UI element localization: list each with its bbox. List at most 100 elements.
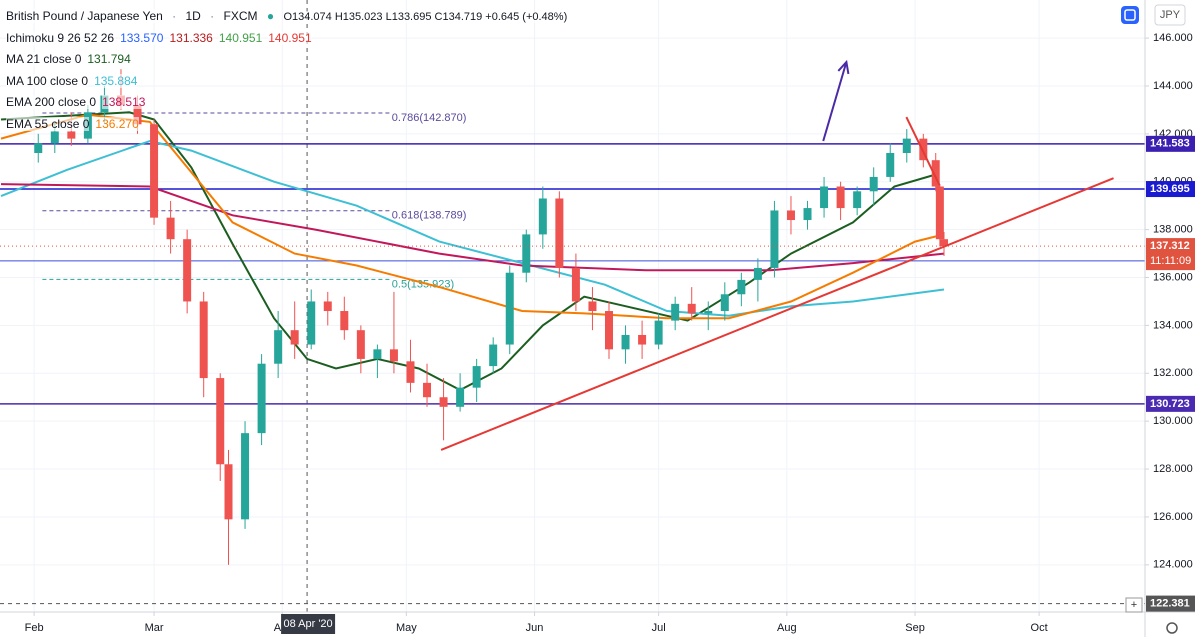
candle-body (356, 330, 365, 359)
y-tick-label: 126.000 (1153, 511, 1193, 523)
candle-body (886, 153, 895, 177)
y-tick-label: 130.000 (1153, 415, 1193, 427)
candle-body (389, 349, 398, 362)
status-dot: ● (266, 9, 275, 23)
indicator-value: 135.884 (94, 73, 138, 88)
panel-icon (1124, 9, 1136, 21)
candle-body (505, 272, 514, 345)
candle-body (423, 382, 432, 398)
legend: British Pound / Japanese Yen · 1D · FXCM… (6, 6, 573, 135)
moving-average (0, 113, 945, 320)
candle-body (820, 186, 829, 209)
currency-label: JPY (1160, 9, 1181, 21)
candle-body (931, 160, 940, 187)
settings-icon[interactable] (1166, 622, 1178, 634)
indicator-row: Ichimoku 9 26 52 26 133.570 131.336 140.951… (6, 28, 573, 50)
last-price-bg (1146, 238, 1195, 271)
crosshair-label: 08 Apr '20 (283, 618, 332, 630)
candle-body (307, 301, 316, 345)
candle-body (720, 294, 729, 312)
indicator-value: 136.270 (95, 116, 139, 131)
y-tick-label: 124.000 (1153, 559, 1193, 571)
candle-body (373, 349, 382, 359)
level-label: 141.583 (1150, 138, 1190, 150)
candle-body (935, 186, 944, 240)
y-tick-label: 138.000 (1153, 224, 1193, 236)
y-tick-label: 146.000 (1153, 32, 1193, 44)
candle-body (340, 311, 349, 331)
candle-body (621, 334, 630, 350)
candle-body (183, 239, 192, 302)
candle-body (571, 267, 580, 302)
level-label-bg (1146, 595, 1195, 612)
x-tick-label: Feb (25, 622, 44, 634)
x-tick-label: May (396, 622, 417, 634)
moving-average (0, 139, 945, 317)
currency-button[interactable] (1154, 4, 1186, 26)
y-tick-label: 144.000 (1153, 80, 1193, 92)
candle-body (323, 301, 332, 312)
indicator-row: EMA 55 close 0 136.270 (6, 114, 573, 136)
candle-body (216, 378, 225, 465)
crosshair-label-bg (281, 614, 336, 634)
indicator-name: EMA 200 close 0 (6, 95, 97, 109)
candle-body (439, 397, 448, 407)
candle-body (704, 311, 713, 314)
symbol-title: British Pound / Japanese Yen (6, 9, 163, 23)
candle-body (67, 131, 76, 139)
plus-icon: + (1131, 599, 1137, 611)
indicator-value: 131.794 (87, 52, 131, 66)
indicator-value: 138.513 (102, 95, 146, 109)
interval: 1D (185, 9, 201, 23)
candle-body (803, 208, 812, 221)
candle-body (133, 105, 142, 125)
candle-body (853, 191, 862, 209)
y-tick-label: 136.000 (1153, 271, 1193, 283)
candle-body (654, 320, 663, 345)
level-label: 122.381 (1150, 598, 1190, 610)
x-tick-label: Aug (777, 622, 797, 634)
indicator-value: 133.570 (120, 30, 164, 45)
moving-average (0, 111, 936, 392)
indicator-name: EMA 55 close 0 (6, 116, 90, 131)
candle-body (472, 366, 481, 388)
crosshair-plus[interactable] (1125, 597, 1143, 613)
indicator-row: EMA 200 close 0 138.513 (6, 92, 573, 114)
panel-button[interactable] (1121, 6, 1139, 24)
arrow-shaft (822, 61, 848, 142)
last-price-label: 137.312 (1150, 240, 1190, 252)
indicator-name: Ichimoku 9 26 52 26 (6, 30, 115, 45)
candle-body (588, 301, 597, 312)
indicator-row: MA 21 close 0 131.794 (6, 49, 573, 71)
candle-body (671, 303, 680, 321)
candle-body (34, 143, 43, 153)
fib-label: 0.786(142.870) (392, 112, 467, 124)
moving-average (0, 183, 945, 272)
candle-body (257, 363, 266, 434)
candle-body (919, 138, 928, 161)
candle-body (737, 279, 746, 295)
trendline (905, 116, 941, 186)
level-label: 130.723 (1150, 398, 1190, 410)
candle-body (786, 210, 795, 221)
candle-body (687, 303, 696, 314)
candle-body (50, 131, 59, 144)
candle-body (638, 334, 647, 345)
candle-body (836, 186, 845, 209)
separator: · (210, 9, 215, 23)
y-tick-label: 128.000 (1153, 463, 1193, 475)
indicator-row: MA 100 close 0 135.884 (6, 71, 573, 93)
indicator-value: 131.336 (169, 30, 213, 45)
indicator-name: MA 100 close 0 (6, 73, 89, 88)
candle-body (241, 433, 250, 520)
indicator-list: Ichimoku 9 26 52 26 133.570 131.336 140.951… (6, 28, 573, 136)
x-tick-label: Oct (1031, 622, 1048, 634)
level-label-bg (1146, 135, 1195, 152)
x-tick-label: Jun (526, 622, 544, 634)
indicator-value: 140.951 (268, 30, 312, 45)
level-label-bg (1146, 395, 1195, 412)
candle-body (274, 330, 283, 364)
candle-body (939, 239, 948, 247)
level-label: 139.695 (1150, 183, 1190, 195)
